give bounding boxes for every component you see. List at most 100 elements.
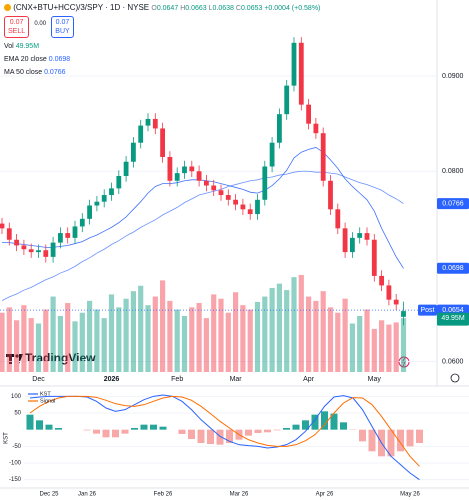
candle-body [58, 233, 63, 243]
sell-button[interactable]: 0.07 SELL [4, 16, 30, 38]
candle-body [0, 223, 5, 229]
volume-bar [116, 307, 122, 372]
x-tick-label: 2026 [104, 376, 120, 383]
price-badge-text: 0.0698 [442, 265, 464, 272]
volume-bar [247, 309, 253, 372]
candle-body [196, 171, 202, 181]
volume-bar [94, 309, 100, 372]
symbol-header: (CNX+BTU+HCC)/3/SPY · 1D · NYSE O0.0647 … [4, 3, 320, 12]
volume-bar [196, 303, 202, 372]
series-line [29, 395, 420, 467]
volume-bar [393, 322, 399, 372]
candle-body [50, 242, 56, 257]
ohlc-label: L [208, 5, 213, 12]
candle-body [364, 233, 370, 240]
x-tick-label: Apr [303, 376, 315, 383]
indicator-line [1, 170, 404, 301]
candle-body [65, 233, 71, 238]
volume-bar [400, 318, 407, 372]
volume-bar [371, 328, 377, 372]
histogram-bar [178, 429, 186, 434]
volume-bar [43, 309, 49, 372]
histogram-bar [102, 429, 110, 438]
symbol-icon [4, 4, 11, 12]
histogram-bar [406, 429, 414, 447]
histogram-bar [26, 414, 34, 430]
candle-body [204, 180, 209, 186]
y-tick-label: 50 [14, 411, 21, 417]
ohlc-value: 0.0663 [185, 5, 207, 12]
histogram-bar [45, 424, 53, 430]
histogram-bar [283, 428, 290, 430]
volume-bar [65, 303, 71, 372]
volume-bar [130, 291, 136, 372]
volume-bar [357, 315, 363, 372]
x-tick-label: May 26 [400, 492, 420, 498]
candle-body [152, 118, 158, 129]
candle-body [357, 233, 363, 238]
candle-body [313, 123, 319, 134]
candle-body [298, 42, 304, 105]
volume-bar [181, 315, 188, 372]
candle-body [371, 239, 377, 276]
settings-icon[interactable] [450, 373, 460, 383]
volume-bar [79, 312, 85, 372]
histogram-bar [112, 429, 119, 438]
histogram-bar [292, 424, 300, 430]
candle-body [43, 250, 49, 257]
candle-body [138, 125, 144, 143]
candle-body [182, 166, 187, 174]
y-tick-label: 0.0600 [442, 358, 464, 365]
post-badge-text: 0.0654 [442, 307, 464, 314]
volume-badge [437, 312, 469, 324]
histogram-bar [159, 426, 167, 430]
candle-body [72, 226, 78, 238]
candle-body [247, 209, 253, 215]
volume-bar [101, 318, 107, 372]
candle-body [94, 201, 100, 206]
volume-bar [364, 309, 370, 372]
candle-body [386, 285, 392, 300]
volume-bar [327, 307, 334, 372]
histogram-bar [197, 429, 205, 443]
candle-body [393, 299, 399, 305]
ohlc-legend: O0.0647 H0.0663 L0.0638 C0.0653 [151, 5, 264, 12]
y-tick-label: -50 [12, 444, 21, 450]
candle-body [335, 209, 341, 229]
candle-body [145, 118, 151, 126]
candle-body [350, 237, 355, 253]
histogram-bar [121, 429, 129, 434]
candle-body [174, 173, 180, 181]
volume-bar [320, 291, 326, 372]
histogram-bar [245, 429, 252, 436]
candle-body [87, 205, 92, 219]
volume-bar [269, 287, 275, 372]
volume-bar [349, 323, 355, 372]
series-line [29, 394, 420, 481]
buy-button[interactable]: 0.07 BUY [51, 16, 74, 38]
ohlc-label: O [151, 5, 157, 12]
indicator-legend: Vol 49.95M EMA 20 close 0.0698 MA 50 clo… [4, 40, 70, 79]
candle-body [277, 114, 282, 143]
buy-price: 0.07 [55, 19, 70, 26]
volume-bar [291, 277, 297, 372]
volume-bar [211, 294, 217, 372]
candle-body [36, 250, 41, 253]
volume-bar [21, 305, 27, 372]
histogram-bar [321, 411, 328, 430]
histogram-bar [93, 429, 100, 434]
candle-body [218, 190, 224, 196]
legend-name: Vol [4, 43, 14, 50]
x-tick-label: Feb 26 [154, 492, 173, 498]
volume-bar [386, 324, 392, 372]
candle-body [211, 185, 217, 191]
candle-body [14, 239, 19, 246]
candle-body [225, 195, 231, 200]
post-tag-text: Post [420, 307, 434, 314]
volume-bar [313, 300, 319, 372]
y-tick-label: 100 [11, 394, 22, 400]
volume-bar [342, 298, 348, 372]
candle-body [160, 128, 165, 157]
x-tick-label: Jan 26 [78, 492, 97, 498]
ema-legend: EMA 20 close 0.0698 [4, 53, 70, 66]
